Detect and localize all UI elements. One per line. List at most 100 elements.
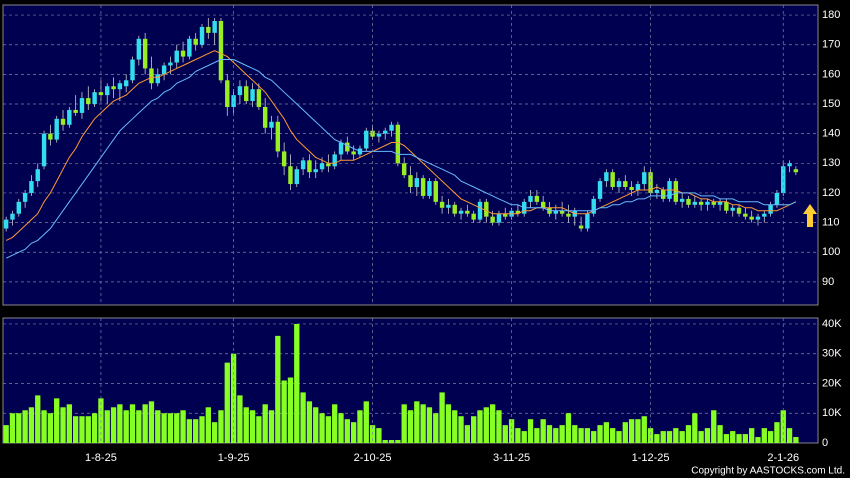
candle-body (174, 50, 179, 63)
candle-body (29, 181, 34, 193)
candle-body (294, 169, 299, 185)
candle-body (679, 198, 685, 202)
volume-bar (584, 428, 591, 443)
candle-body (281, 151, 287, 167)
volume-bar (628, 419, 635, 443)
y-tick-label: 100 (822, 246, 840, 258)
volume-bar (452, 410, 458, 443)
volume-bar (47, 413, 54, 443)
volume-bar (174, 413, 180, 443)
volume-bar (41, 410, 47, 443)
candle-body (338, 142, 344, 155)
candle-body (86, 98, 91, 105)
volume-bar (414, 401, 420, 443)
candle-body (54, 118, 59, 140)
volume-bar (673, 428, 679, 443)
volume-bar (502, 425, 508, 443)
x-tick-label: 1-8-25 (85, 452, 117, 464)
candle-body (16, 201, 22, 214)
candle-body (237, 86, 243, 96)
candle-body (458, 210, 464, 214)
candle-body (35, 169, 40, 182)
volume-bar (3, 425, 9, 443)
candle-body (585, 213, 590, 229)
volume-bar (16, 413, 22, 443)
candle-body (218, 21, 224, 81)
candle-body (465, 210, 470, 214)
candle-body (553, 210, 559, 214)
volume-bar (433, 413, 439, 443)
candle-body (212, 21, 217, 33)
volume-bar (477, 410, 483, 443)
volume-bar (559, 425, 565, 443)
volume-bar (9, 413, 16, 443)
candle-body (48, 133, 53, 140)
candle-body (136, 38, 142, 60)
volume-bar (723, 434, 730, 443)
candle-body (452, 204, 457, 214)
y-tick-label: 170 (822, 39, 840, 51)
candle-body (623, 181, 628, 188)
volume-bar (483, 407, 489, 443)
candle-body (187, 38, 192, 57)
candle-body (193, 38, 198, 45)
volume-bar (193, 419, 199, 443)
candle-body (433, 181, 438, 202)
volume-bar (439, 392, 445, 443)
candle-body (635, 184, 641, 190)
candle-body (22, 192, 28, 202)
candle-body (307, 160, 312, 173)
candle-body (559, 210, 565, 214)
y-tick-label: 0 (822, 437, 828, 449)
volume-bar (635, 419, 641, 443)
candle-body (730, 207, 735, 211)
volume-bar (786, 428, 793, 443)
candle-body (743, 213, 748, 217)
candle-body (3, 219, 9, 229)
candle-body (711, 201, 716, 205)
volume-bar (161, 413, 167, 443)
candle-body (313, 169, 318, 173)
volume-bar (129, 404, 136, 443)
volume-bar (553, 428, 559, 443)
candle-body (629, 187, 634, 190)
volume-bar (332, 404, 338, 443)
volume-bar (489, 404, 496, 443)
volume-bar (616, 431, 622, 443)
candle-body (60, 118, 66, 125)
candle-body (351, 151, 356, 155)
volume-bar (534, 428, 540, 443)
y-tick-label: 20K (822, 377, 842, 389)
volume-bar (167, 413, 174, 443)
volume-bar (736, 434, 742, 443)
volume-bar (774, 422, 780, 443)
volume-bar (679, 431, 685, 443)
candle-body (496, 213, 502, 223)
candle-body (67, 109, 72, 125)
candle-body (515, 210, 521, 214)
volume-bar (603, 422, 610, 443)
candle-body (446, 204, 451, 208)
volume-bar (344, 419, 350, 443)
candle-body (79, 98, 85, 113)
volume-bar (104, 410, 110, 443)
candle-body (477, 201, 483, 220)
volume-bar (237, 395, 243, 443)
volume-bar (35, 395, 41, 443)
volume-bar (717, 425, 723, 443)
volume-bar (186, 419, 193, 443)
moving-average-line (5, 50, 797, 241)
copyright: Copyright by AASTOCKS.com Ltd. (691, 466, 845, 477)
volume-bar (730, 431, 736, 443)
candle-body (262, 106, 268, 128)
candle-body (736, 207, 742, 214)
candle-body (578, 225, 584, 229)
volume-bar (313, 407, 319, 443)
candle-body (534, 195, 540, 202)
arrow-icon (803, 204, 817, 227)
candle-body (326, 163, 331, 167)
candle-body (111, 86, 116, 90)
volume-bar (91, 413, 98, 443)
volume-bar (471, 416, 477, 443)
